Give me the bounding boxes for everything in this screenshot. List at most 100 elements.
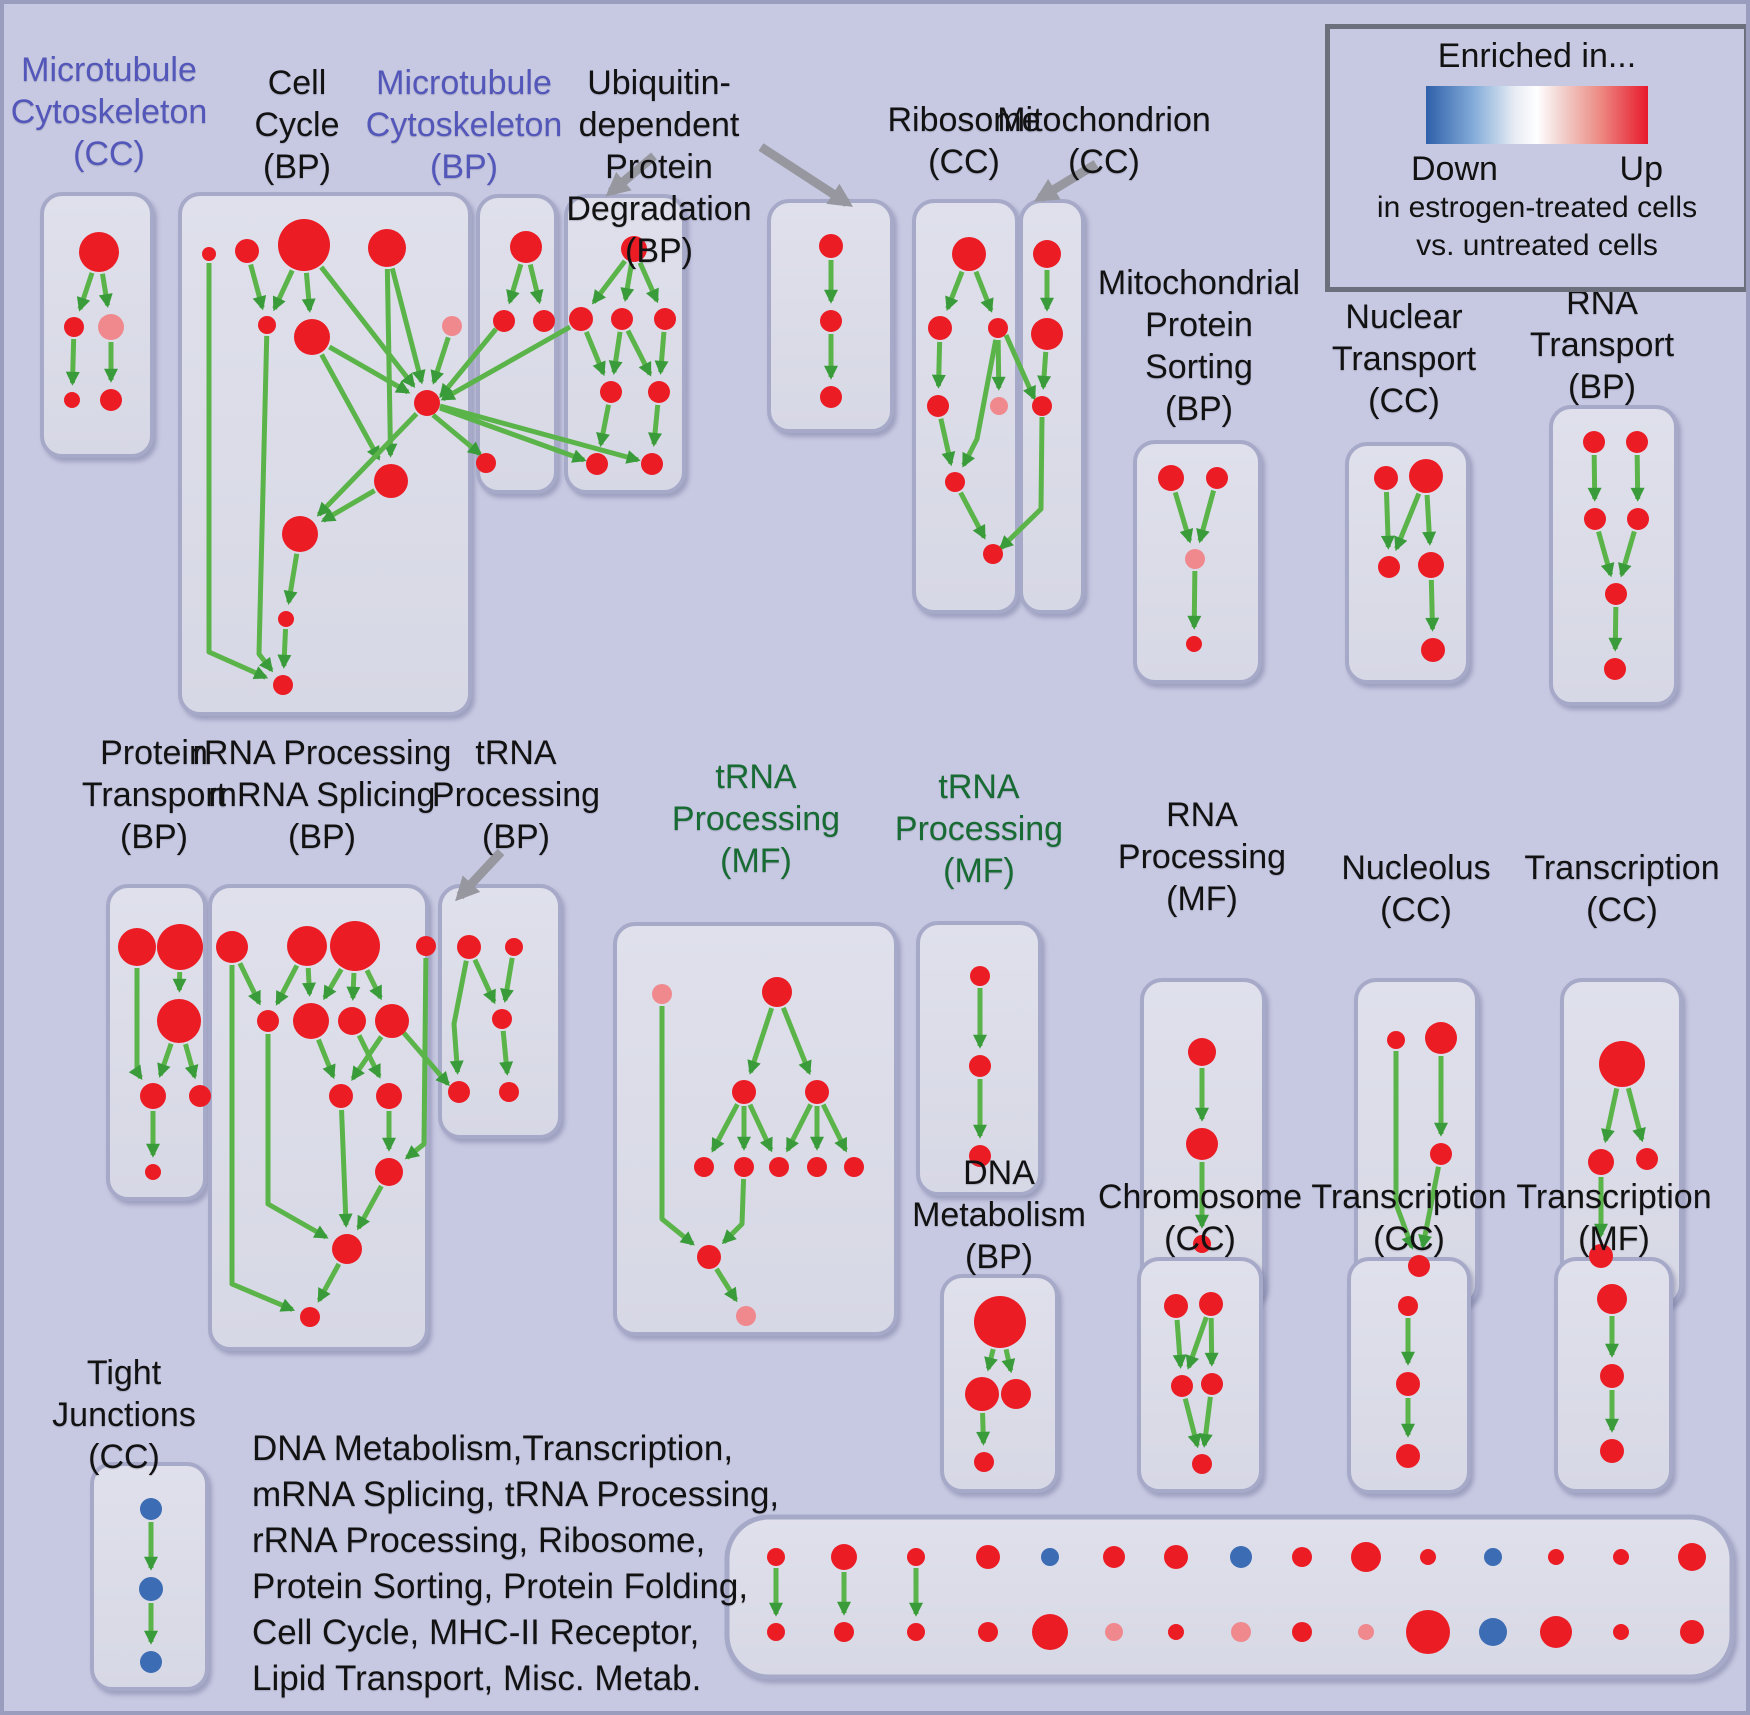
strip-node <box>1678 1543 1706 1571</box>
strip-node <box>831 1544 857 1570</box>
enrichment-edge <box>1422 494 1437 546</box>
microtubule-cc-box <box>40 192 154 458</box>
go-term-node <box>969 1145 991 1167</box>
enrichment-edge <box>1587 454 1602 502</box>
go-term-node <box>928 316 952 340</box>
microtubule-bp-to-cellcycle-hub-edge <box>439 327 498 399</box>
enrichment-edge <box>319 265 416 388</box>
legend-gradient-bar <box>1426 86 1648 144</box>
go-term-node <box>1201 1373 1223 1395</box>
go-term-node <box>820 310 842 332</box>
microtubule-bp-box <box>476 194 558 494</box>
note-line: Protein Sorting, Protein Folding, <box>252 1567 749 1606</box>
go-term-node <box>1158 465 1184 491</box>
enrichment-edge <box>277 628 292 669</box>
misc-categories-note: DNA Metabolism,Transcription, mRNA Splic… <box>252 1426 779 1702</box>
enrichment-edge <box>157 1042 174 1078</box>
go-term-node <box>762 977 792 1007</box>
enrichment-edge <box>1182 1397 1202 1449</box>
go-term-node <box>202 247 216 261</box>
go-term-node <box>1421 638 1445 662</box>
enrichment-edge <box>1196 489 1217 544</box>
go-term-node <box>1597 1284 1627 1314</box>
enrichment-edge <box>1393 1051 1415 1250</box>
enrichment-edge <box>820 1103 848 1153</box>
go-term-node <box>732 1080 756 1104</box>
go-term-node <box>273 675 293 695</box>
ubiquitin-right-pointer-arrow <box>758 143 854 207</box>
enrichment-edge <box>128 968 143 1081</box>
enrichment-edge <box>654 331 669 375</box>
enrichment-edge <box>1187 570 1202 630</box>
go-term-node <box>64 317 84 337</box>
strip-node <box>1548 1549 1564 1565</box>
enrichment-edge <box>1037 351 1052 390</box>
cellcycle-hub-to-ubiquitin-b2-edge <box>439 403 641 464</box>
strip-node <box>1105 1623 1123 1641</box>
trna-bp-pointer-arrow <box>455 848 505 902</box>
strip-node <box>1164 1545 1188 1569</box>
go-term-node <box>414 390 440 416</box>
enrichment-edge <box>625 329 653 377</box>
dna-metabolism-box <box>940 1274 1059 1493</box>
go-term-node <box>769 1157 789 1177</box>
go-term-node <box>157 924 203 970</box>
strip-node <box>1230 1546 1252 1568</box>
enrichment-edge <box>1425 579 1440 632</box>
strip-node <box>1292 1547 1312 1567</box>
strip-node <box>767 1623 785 1641</box>
enrichment-edge <box>1204 1317 1219 1367</box>
go-term-node <box>694 1157 714 1177</box>
strip-node <box>834 1622 854 1642</box>
go-term-node <box>820 386 842 408</box>
enrichment-edge <box>527 263 544 305</box>
go-term-node <box>611 308 633 330</box>
mitochondrion-to-ribosome-bottom-edge <box>998 416 1045 550</box>
enrichment-edge <box>710 1103 740 1153</box>
go-term-node <box>287 926 327 966</box>
enrichment-edge <box>785 1103 813 1153</box>
strip-node <box>1540 1616 1572 1648</box>
go-term-node <box>965 1377 999 1411</box>
go-term-node <box>1398 1296 1418 1316</box>
go-term-node <box>1186 1128 1218 1160</box>
enrichment-edge <box>961 339 999 468</box>
enrichment-edge <box>65 338 80 386</box>
go-term-node <box>278 611 294 627</box>
enrichment-edge <box>316 1038 336 1080</box>
go-term-node <box>332 1234 362 1264</box>
legend: Enriched in... Down Up in estrogen-treat… <box>1325 24 1746 292</box>
enrichment-edge <box>608 331 623 375</box>
go-term-node <box>970 966 990 986</box>
enrichment-edge <box>499 1030 514 1076</box>
strip-node <box>907 1548 925 1566</box>
go-term-node <box>1032 396 1052 416</box>
go-term-node <box>1589 1244 1613 1268</box>
go-term-node <box>1188 1038 1216 1066</box>
strip-node <box>1420 1549 1436 1565</box>
go-term-node <box>1396 1444 1420 1468</box>
ubiquitin-to-cellcycle-hub-edge <box>440 324 572 402</box>
go-term-node <box>492 1009 512 1029</box>
go-term-node <box>1600 1439 1624 1463</box>
network-canvas <box>40 143 1735 1691</box>
go-term-node <box>1599 1041 1645 1087</box>
go-term-node <box>1396 1372 1420 1396</box>
mitochondrion-pointer-arrow <box>1033 160 1099 202</box>
enrichment-edge <box>1630 454 1645 502</box>
enrichment-edge <box>973 270 994 313</box>
go-term-node <box>1031 318 1063 350</box>
strip-node <box>978 1622 998 1642</box>
enrichment-edge <box>500 957 515 1004</box>
go-term-node <box>1374 466 1398 490</box>
go-term-node <box>140 1083 166 1109</box>
go-term-node <box>338 1007 366 1035</box>
enrichment-edge <box>1380 491 1395 550</box>
go-term-node <box>648 381 670 403</box>
enrichment-edge <box>356 1034 382 1079</box>
go-term-node <box>294 319 330 355</box>
strip-node <box>1168 1624 1184 1640</box>
transcription-cc-mid-box <box>1560 978 1683 1307</box>
go-term-node <box>1604 658 1626 680</box>
go-term-node <box>493 310 515 332</box>
